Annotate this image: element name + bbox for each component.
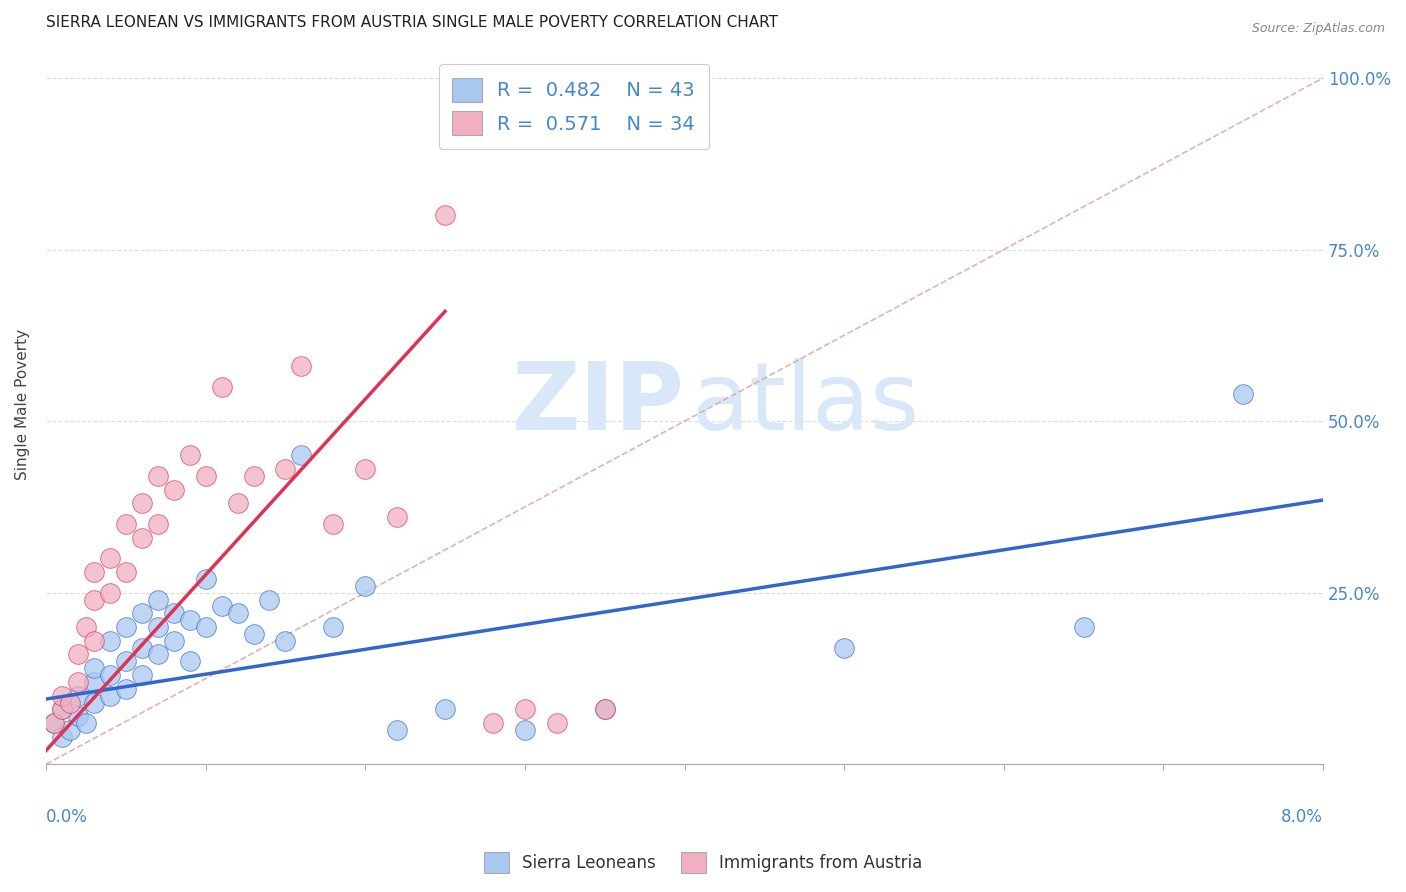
Point — [114, 620, 136, 634]
Point — [146, 648, 169, 662]
Point — [593, 702, 616, 716]
Point — [1232, 386, 1254, 401]
Point — [290, 449, 312, 463]
Point — [194, 469, 217, 483]
Point — [290, 359, 312, 374]
Point — [179, 449, 201, 463]
Point — [114, 517, 136, 532]
Point — [434, 702, 457, 716]
Point — [832, 640, 855, 655]
Point — [146, 517, 169, 532]
Y-axis label: Single Male Poverty: Single Male Poverty — [15, 328, 30, 480]
Point — [163, 633, 186, 648]
Legend: R =  0.482    N = 43, R =  0.571    N = 34: R = 0.482 N = 43, R = 0.571 N = 34 — [439, 64, 709, 149]
Point — [83, 565, 105, 579]
Point — [274, 633, 297, 648]
Text: 0.0%: 0.0% — [46, 807, 87, 825]
Point — [66, 709, 89, 723]
Point — [114, 565, 136, 579]
Point — [83, 696, 105, 710]
Point — [98, 689, 121, 703]
Point — [75, 716, 97, 731]
Point — [51, 730, 73, 744]
Point — [146, 592, 169, 607]
Point — [98, 633, 121, 648]
Point — [131, 531, 153, 545]
Point — [226, 607, 249, 621]
Text: SIERRA LEONEAN VS IMMIGRANTS FROM AUSTRIA SINGLE MALE POVERTY CORRELATION CHART: SIERRA LEONEAN VS IMMIGRANTS FROM AUSTRI… — [46, 15, 778, 30]
Point — [98, 585, 121, 599]
Text: 8.0%: 8.0% — [1281, 807, 1323, 825]
Point — [513, 723, 536, 737]
Point — [194, 620, 217, 634]
Point — [163, 483, 186, 497]
Point — [274, 462, 297, 476]
Text: Source: ZipAtlas.com: Source: ZipAtlas.com — [1251, 22, 1385, 36]
Point — [226, 496, 249, 510]
Text: ZIP: ZIP — [512, 358, 685, 450]
Point — [593, 702, 616, 716]
Point — [42, 716, 65, 731]
Point — [1073, 620, 1095, 634]
Point — [546, 716, 568, 731]
Point — [385, 723, 408, 737]
Point — [131, 607, 153, 621]
Point — [98, 668, 121, 682]
Point — [83, 661, 105, 675]
Point — [51, 689, 73, 703]
Legend: Sierra Leoneans, Immigrants from Austria: Sierra Leoneans, Immigrants from Austria — [477, 846, 929, 880]
Point — [354, 579, 377, 593]
Point — [513, 702, 536, 716]
Point — [83, 633, 105, 648]
Point — [482, 716, 505, 731]
Point — [179, 654, 201, 668]
Point — [179, 613, 201, 627]
Point — [131, 640, 153, 655]
Point — [42, 716, 65, 731]
Point — [75, 620, 97, 634]
Point — [59, 723, 82, 737]
Point — [194, 572, 217, 586]
Point — [131, 496, 153, 510]
Point — [163, 607, 186, 621]
Point — [51, 702, 73, 716]
Point — [98, 551, 121, 566]
Point — [385, 510, 408, 524]
Point — [242, 469, 264, 483]
Point — [146, 620, 169, 634]
Point — [131, 668, 153, 682]
Point — [434, 208, 457, 222]
Point — [146, 469, 169, 483]
Point — [51, 702, 73, 716]
Text: atlas: atlas — [690, 358, 920, 450]
Point — [66, 648, 89, 662]
Point — [114, 654, 136, 668]
Point — [59, 696, 82, 710]
Point — [83, 592, 105, 607]
Point — [83, 674, 105, 689]
Point — [211, 599, 233, 614]
Point — [354, 462, 377, 476]
Point — [322, 620, 344, 634]
Point — [211, 380, 233, 394]
Point — [66, 689, 89, 703]
Point — [322, 517, 344, 532]
Point — [114, 681, 136, 696]
Point — [259, 592, 281, 607]
Point — [66, 674, 89, 689]
Point — [242, 627, 264, 641]
